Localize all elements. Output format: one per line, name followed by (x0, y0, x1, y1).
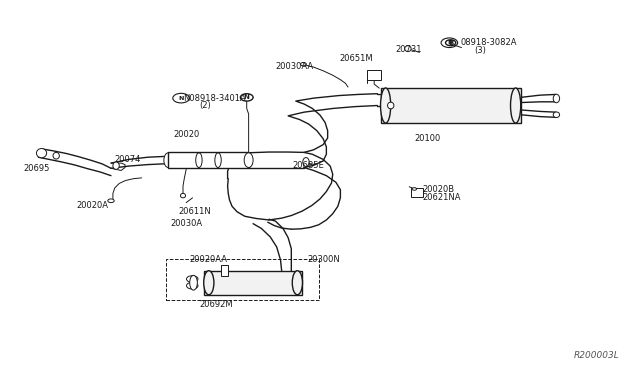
Text: R200003L: R200003L (573, 351, 620, 360)
Ellipse shape (445, 40, 456, 46)
Text: 20685E: 20685E (292, 161, 324, 170)
Text: 20030A: 20030A (170, 219, 202, 228)
Ellipse shape (186, 282, 198, 289)
Bar (381, 88, 521, 123)
Text: 20731: 20731 (395, 45, 422, 54)
Ellipse shape (553, 94, 559, 103)
Text: 20611N: 20611N (179, 206, 211, 216)
Bar (221, 265, 228, 276)
Text: 20020AA: 20020AA (189, 255, 227, 264)
Bar (411, 188, 422, 197)
Ellipse shape (53, 153, 60, 159)
Text: 20300N: 20300N (307, 255, 340, 264)
Text: 20030AA: 20030AA (275, 61, 314, 71)
Text: 20651M: 20651M (339, 54, 372, 63)
Ellipse shape (292, 271, 303, 295)
Text: N: N (244, 94, 250, 100)
Text: 20621NA: 20621NA (422, 193, 460, 202)
Text: N08918-3401A: N08918-3401A (183, 94, 246, 103)
Ellipse shape (301, 62, 307, 66)
Ellipse shape (113, 162, 119, 169)
Ellipse shape (412, 187, 417, 190)
Ellipse shape (180, 193, 186, 198)
Bar (367, 70, 381, 80)
Ellipse shape (381, 88, 391, 123)
Ellipse shape (388, 102, 394, 109)
Text: (3): (3) (474, 46, 486, 55)
Ellipse shape (36, 148, 47, 158)
Text: B: B (448, 40, 453, 46)
Ellipse shape (404, 46, 411, 52)
Ellipse shape (244, 153, 253, 167)
Ellipse shape (241, 94, 253, 101)
Text: 20692M: 20692M (199, 300, 232, 310)
Text: 08918-3082A: 08918-3082A (460, 38, 516, 47)
Text: 20100: 20100 (414, 134, 440, 142)
Ellipse shape (108, 199, 114, 203)
Text: 20020: 20020 (173, 130, 200, 139)
Bar (166, 259, 319, 300)
Ellipse shape (164, 153, 173, 167)
Ellipse shape (186, 276, 198, 282)
Text: B: B (447, 40, 452, 45)
Text: (2): (2) (199, 101, 211, 110)
Ellipse shape (553, 112, 559, 118)
Text: 20020A: 20020A (77, 201, 109, 210)
Ellipse shape (189, 275, 197, 290)
Text: 20695: 20695 (24, 164, 50, 173)
Ellipse shape (511, 88, 521, 123)
Bar (168, 152, 248, 169)
Ellipse shape (303, 158, 309, 166)
Ellipse shape (204, 271, 214, 295)
Bar (204, 271, 303, 295)
Text: N: N (179, 96, 184, 100)
Text: 20020B: 20020B (422, 185, 454, 194)
Text: 20074: 20074 (115, 155, 141, 164)
